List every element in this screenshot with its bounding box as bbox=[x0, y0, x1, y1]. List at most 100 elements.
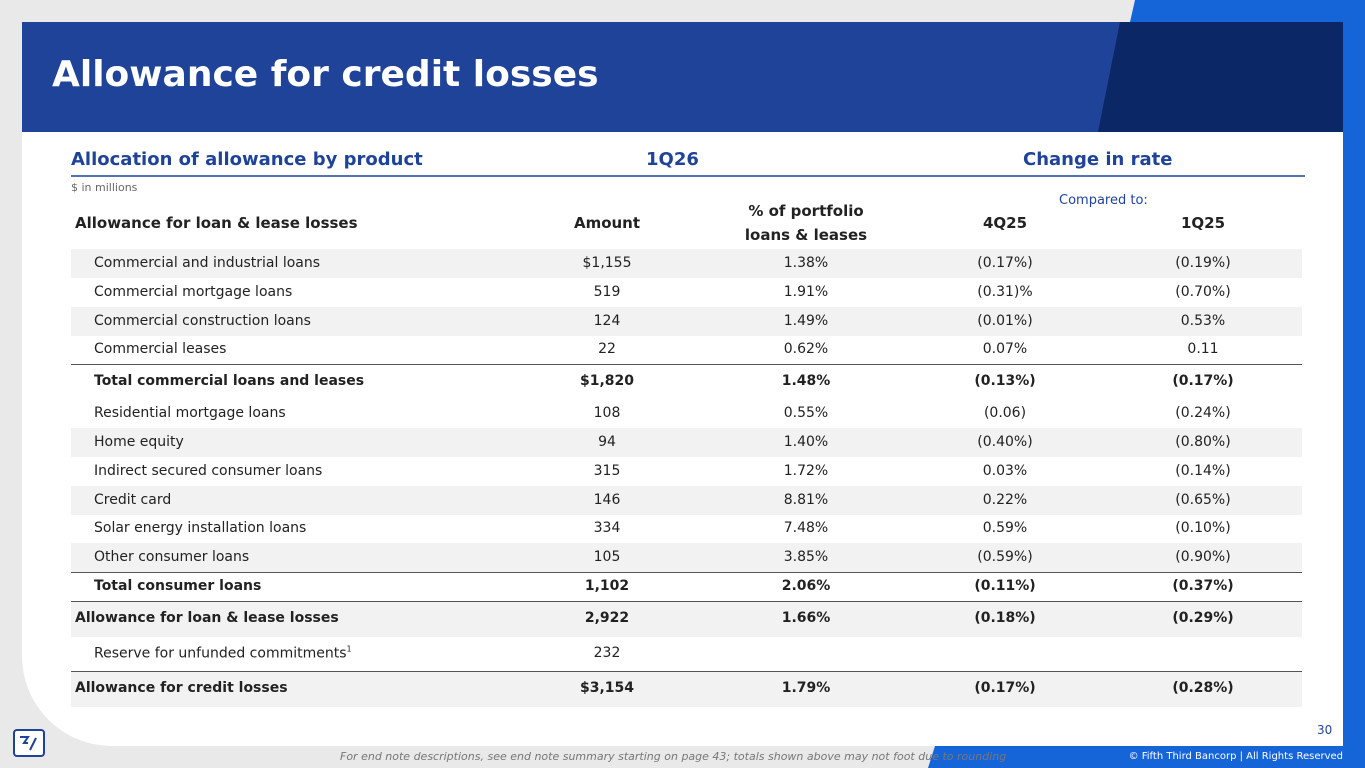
cell: $1,155 bbox=[582, 255, 632, 271]
cell: (0.40%) bbox=[977, 434, 1033, 450]
row-bg bbox=[71, 485, 1302, 515]
cell: (0.10%) bbox=[1175, 520, 1231, 536]
cell: $3,154 bbox=[579, 680, 635, 696]
column-header: 1Q25 bbox=[1180, 214, 1226, 232]
row-bg bbox=[71, 306, 1302, 336]
cell: 8.81% bbox=[783, 492, 829, 508]
row-label: Home equity bbox=[94, 434, 184, 450]
cell: 7.48% bbox=[783, 520, 829, 536]
row-label: Residential mortgage loans bbox=[94, 405, 286, 421]
cell: 2,922 bbox=[584, 610, 630, 626]
cell: 1.91% bbox=[783, 284, 829, 300]
row-bg bbox=[71, 571, 1302, 602]
row-label: Commercial construction loans bbox=[94, 313, 311, 329]
cell: 22 bbox=[598, 341, 616, 357]
row-label: Allowance for loan & lease losses bbox=[75, 610, 339, 626]
cell: (0.17%) bbox=[974, 680, 1036, 696]
footnote: For end note descriptions, see end note … bbox=[340, 750, 1007, 763]
cell: (0.80%) bbox=[1175, 434, 1231, 450]
copyright: © Fifth Third Bancorp | All Rights Reser… bbox=[1128, 751, 1343, 762]
cell: (0.90%) bbox=[1175, 549, 1231, 565]
cell: 108 bbox=[593, 405, 621, 421]
cell: (0.01%) bbox=[977, 313, 1033, 329]
cell: 0.53% bbox=[1180, 313, 1226, 329]
title: Allowance for credit losses bbox=[52, 54, 599, 95]
cell: 1.66% bbox=[781, 610, 831, 626]
cell: 1,102 bbox=[584, 578, 630, 594]
cell: 1.38% bbox=[783, 255, 829, 271]
cell: 1.79% bbox=[781, 680, 831, 696]
cell: (0.06) bbox=[983, 405, 1027, 421]
row-label: Solar energy installation loans bbox=[94, 520, 307, 536]
cell: 0.07% bbox=[982, 341, 1028, 357]
row-label: Indirect secured consumer loans bbox=[94, 463, 323, 479]
row-bg bbox=[71, 335, 1302, 364]
row-label: Credit card bbox=[94, 492, 172, 508]
cell: 0.22% bbox=[982, 492, 1028, 508]
cell: (0.18%) bbox=[974, 610, 1036, 626]
row-label: Reserve for unfunded commitments1 bbox=[94, 644, 352, 662]
row-label: Total consumer loans bbox=[94, 578, 262, 594]
period: 1Q26 bbox=[646, 149, 699, 170]
cell: (0.37%) bbox=[1172, 578, 1234, 594]
row-bg bbox=[71, 363, 1302, 400]
row-label: Total commercial loans and leases bbox=[94, 373, 365, 389]
cell: (0.31)% bbox=[977, 284, 1033, 300]
cell: (0.28%) bbox=[1172, 680, 1234, 696]
row-label: Commercial and industrial loans bbox=[94, 255, 321, 271]
cell: 124 bbox=[593, 313, 621, 329]
cell: (0.65%) bbox=[1175, 492, 1231, 508]
row-label: Commercial leases bbox=[94, 341, 227, 357]
cell: (0.17%) bbox=[977, 255, 1033, 271]
change-title: Change in rate bbox=[1023, 149, 1173, 170]
cell: 105 bbox=[593, 549, 621, 565]
row-label: Allowance for credit losses bbox=[75, 680, 288, 696]
cell: (0.11%) bbox=[974, 578, 1036, 594]
cell: 1.49% bbox=[783, 313, 829, 329]
cell: 94 bbox=[598, 434, 616, 450]
cell: (0.14%) bbox=[1175, 463, 1231, 479]
row-bg bbox=[71, 427, 1302, 457]
cell: (0.59%) bbox=[977, 549, 1033, 565]
compared-to: Compared to: bbox=[1059, 193, 1148, 208]
cell: 0.59% bbox=[982, 520, 1028, 536]
cell: 146 bbox=[593, 492, 621, 508]
cell: 519 bbox=[593, 284, 621, 300]
cell: 315 bbox=[593, 463, 621, 479]
row-label: Other consumer loans bbox=[94, 549, 250, 565]
cell: 0.55% bbox=[783, 405, 829, 421]
column-header: 4Q25 bbox=[982, 214, 1028, 232]
cell: 3.85% bbox=[783, 549, 829, 565]
cell: (0.29%) bbox=[1172, 610, 1234, 626]
cell: 1.40% bbox=[783, 434, 829, 450]
cell: (0.70%) bbox=[1175, 284, 1231, 300]
row-label: Commercial mortgage loans bbox=[94, 284, 293, 300]
row-bg bbox=[71, 600, 1302, 637]
column-header: % of portfolio loans & leases bbox=[744, 202, 868, 244]
column-header: Allowance for loan & lease losses bbox=[75, 214, 358, 232]
cell: 0.03% bbox=[982, 463, 1028, 479]
row-bg bbox=[71, 670, 1302, 707]
cell: 232 bbox=[593, 645, 621, 661]
cell: (0.24%) bbox=[1175, 405, 1231, 421]
row-bg bbox=[71, 248, 1302, 278]
row-bg bbox=[71, 542, 1302, 572]
section-title: Allocation of allowance by product bbox=[71, 149, 423, 170]
note-ref: 1 bbox=[346, 644, 352, 654]
cell: 1.72% bbox=[783, 463, 829, 479]
cell: (0.19%) bbox=[1175, 255, 1231, 271]
cell: $1,820 bbox=[579, 373, 635, 389]
cell: (0.17%) bbox=[1172, 373, 1234, 389]
units: $ in millions bbox=[71, 181, 138, 194]
cell: 334 bbox=[593, 520, 621, 536]
cell: 2.06% bbox=[781, 578, 831, 594]
column-header: Amount bbox=[573, 214, 641, 232]
cell: 0.11 bbox=[1187, 341, 1219, 357]
cell: 0.62% bbox=[783, 341, 829, 357]
cell: (0.13%) bbox=[974, 373, 1036, 389]
page-number: 30 bbox=[1317, 723, 1333, 737]
cell: 1.48% bbox=[781, 373, 831, 389]
